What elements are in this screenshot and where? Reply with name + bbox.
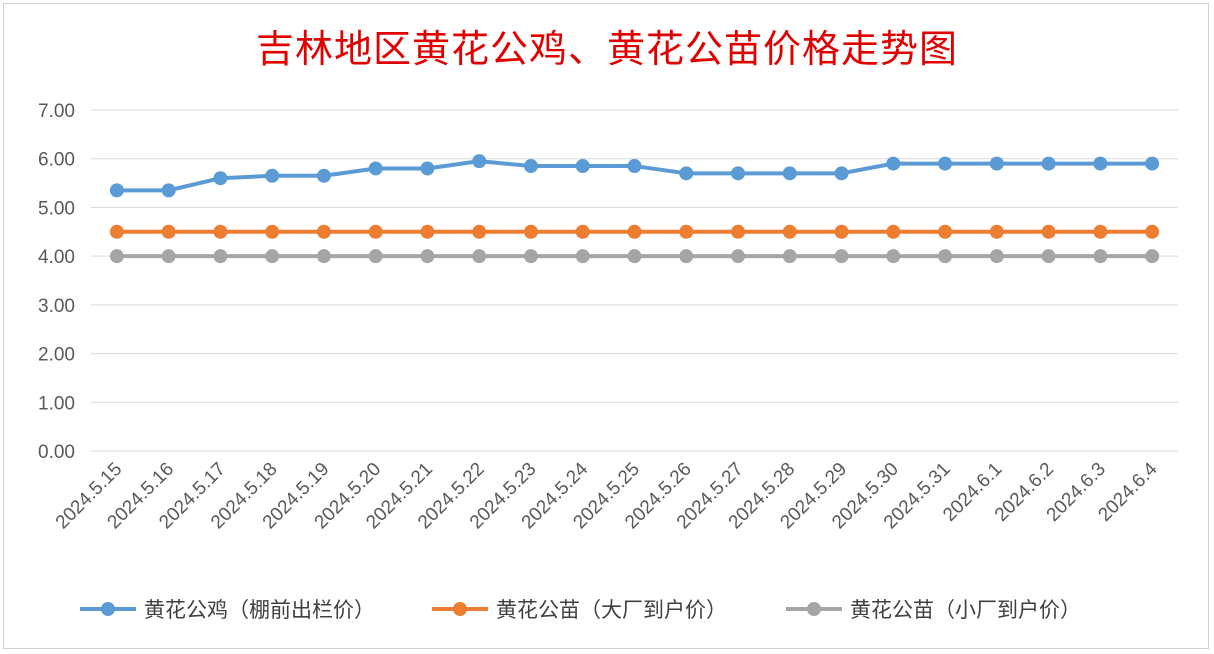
chart-frame [3, 3, 1209, 649]
data-point [1093, 224, 1108, 239]
data-point [1041, 224, 1056, 239]
data-point [265, 168, 280, 183]
data-point [1093, 249, 1108, 264]
y-tick-label: 6.00 [38, 150, 75, 171]
data-point [989, 224, 1004, 239]
legend-marker [807, 602, 821, 616]
data-point [368, 249, 383, 264]
data-point [523, 224, 538, 239]
x-axis-ticks: 2024.5.152024.5.162024.5.172024.5.182024… [52, 458, 1162, 533]
data-point [627, 224, 642, 239]
data-point [1145, 249, 1160, 264]
data-point [989, 156, 1004, 171]
legend: 黄花公鸡（棚前出栏价） 黄花公苗（大厂到户价） 黄花公苗（小厂到户价） [80, 598, 1081, 622]
data-point [265, 224, 280, 239]
data-point [989, 249, 1004, 264]
data-point [627, 249, 642, 264]
chart-title: 吉林地区黄花公鸡、黄花公苗价格走势图 [255, 27, 958, 71]
data-point [161, 224, 176, 239]
data-point [523, 159, 538, 174]
legend-item: 黄花公苗（大厂到户价） [432, 598, 727, 622]
data-point [472, 249, 487, 264]
data-point [1145, 156, 1160, 171]
legend-marker [453, 602, 467, 616]
data-point [575, 224, 590, 239]
legend-label: 黄花公苗（大厂到户价） [496, 598, 727, 622]
data-point [472, 224, 487, 239]
data-point [834, 166, 849, 181]
data-point [679, 166, 694, 181]
y-tick-label: 3.00 [38, 296, 75, 317]
gridlines [91, 109, 1178, 452]
data-point [316, 224, 331, 239]
series-layer [109, 154, 1160, 264]
data-point [213, 171, 228, 186]
data-point [316, 249, 331, 264]
data-point [731, 249, 746, 264]
data-point [731, 224, 746, 239]
data-point [938, 249, 953, 264]
y-tick-label: 1.00 [38, 393, 75, 414]
data-point [886, 156, 901, 171]
data-point [265, 249, 280, 264]
data-point [1041, 156, 1056, 171]
data-point [886, 224, 901, 239]
data-point [109, 249, 124, 264]
data-point [627, 159, 642, 174]
legend-item: 黄花公苗（小厂到户价） [786, 598, 1081, 622]
data-point [938, 224, 953, 239]
y-tick-label: 4.00 [38, 247, 75, 268]
data-point [679, 224, 694, 239]
data-point [782, 224, 797, 239]
data-point [782, 166, 797, 181]
data-point [472, 154, 487, 169]
data-point [834, 224, 849, 239]
data-point [420, 224, 435, 239]
legend-marker [101, 602, 115, 616]
data-point [575, 159, 590, 174]
data-point [1145, 224, 1160, 239]
data-point [368, 161, 383, 176]
data-point [316, 168, 331, 183]
y-tick-label: 7.00 [38, 101, 75, 122]
data-point [368, 224, 383, 239]
y-axis-ticks: 0.00 1.00 2.00 3.00 4.00 5.00 6.00 7.00 [38, 101, 75, 463]
data-point [886, 249, 901, 264]
data-point [1041, 249, 1056, 264]
data-point [679, 249, 694, 264]
data-point [213, 224, 228, 239]
legend-label: 黄花公苗（小厂到户价） [850, 598, 1081, 622]
data-point [109, 183, 124, 198]
legend-item: 黄花公鸡（棚前出栏价） [80, 598, 375, 622]
data-point [575, 249, 590, 264]
data-point [523, 249, 538, 264]
data-point [834, 249, 849, 264]
data-point [161, 249, 176, 264]
data-point [420, 249, 435, 264]
y-tick-label: 0.00 [38, 442, 75, 463]
data-point [161, 183, 176, 198]
data-point [109, 224, 124, 239]
data-point [938, 156, 953, 171]
data-point [731, 166, 746, 181]
data-point [420, 161, 435, 176]
data-point [782, 249, 797, 264]
y-tick-label: 5.00 [38, 198, 75, 219]
y-tick-label: 2.00 [38, 345, 75, 366]
data-point [1093, 156, 1108, 171]
data-point [213, 249, 228, 264]
legend-label: 黄花公鸡（棚前出栏价） [144, 598, 375, 622]
